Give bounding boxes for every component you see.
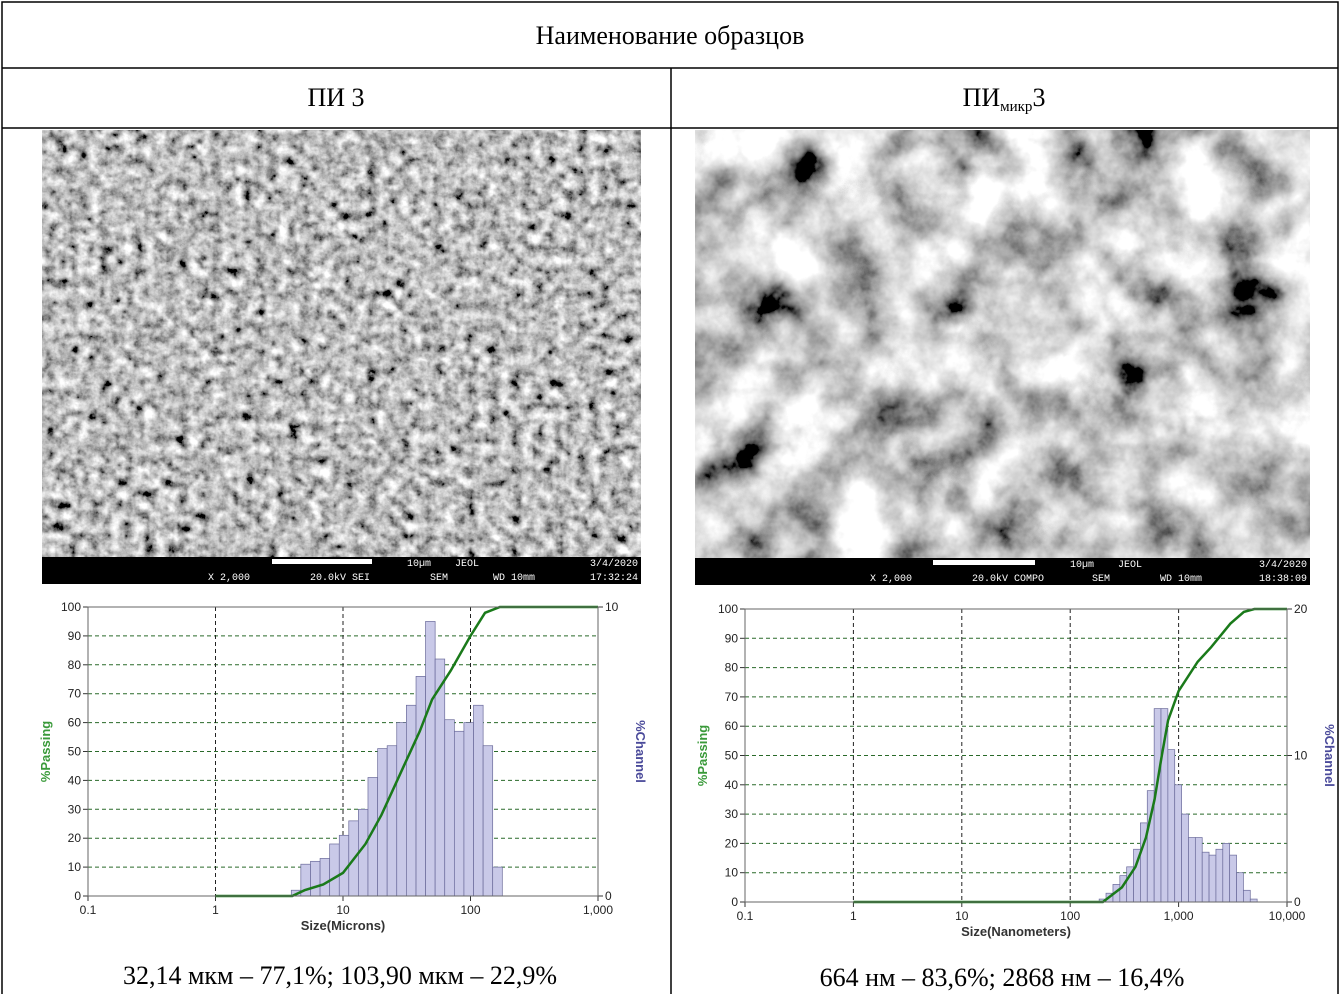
y-tick-label: 10 <box>68 860 82 874</box>
y2-axis-label: %Channel <box>1322 724 1337 787</box>
y2-tick-label: 10 <box>605 600 619 614</box>
sem-label: 18:38:09 <box>1259 574 1307 585</box>
sem-label: 20.0kV COMPO <box>972 573 1044 585</box>
y-tick-label: 60 <box>68 716 82 730</box>
bar <box>1182 814 1189 902</box>
x-tick-label: 10,000 <box>1269 909 1306 923</box>
x-axis-label: Size(Microns) <box>301 918 386 933</box>
y-tick-label: 100 <box>61 600 81 614</box>
bar <box>397 723 407 896</box>
y-tick-label: 40 <box>68 773 82 787</box>
table-title: Наименование образцов <box>536 21 805 50</box>
bar <box>1168 750 1175 902</box>
sem-label: 3/4/2020 <box>1259 559 1307 571</box>
bar <box>464 723 474 896</box>
bar <box>454 731 464 896</box>
column-header: ПИмикр3 <box>963 83 1046 115</box>
bar <box>1154 709 1161 902</box>
bar <box>483 746 493 896</box>
bar <box>1209 855 1216 902</box>
y-tick-label: 40 <box>725 778 739 792</box>
bar <box>406 705 416 896</box>
bar <box>378 749 388 896</box>
bar <box>1216 849 1223 902</box>
y-tick-label: 50 <box>68 745 82 759</box>
y-tick-label: 30 <box>68 802 82 816</box>
column-suffix: 3 <box>1032 83 1045 112</box>
column-name: ПИ <box>963 83 1001 112</box>
y2-tick-label: 10 <box>1294 749 1308 763</box>
x-tick-label: 10 <box>955 909 969 923</box>
sem-label: X 2,000 <box>208 573 250 584</box>
y2-tick-label: 20 <box>1294 602 1308 616</box>
y-tick-label: 60 <box>725 719 739 733</box>
bar <box>320 858 330 896</box>
y-axis-label: %Passing <box>38 721 53 782</box>
caption: 32,14 мкм – 77,1%; 103,90 мкм – 22,9% <box>123 961 557 990</box>
sem-label: JEOL <box>455 559 479 570</box>
y-tick-label: 100 <box>718 602 738 616</box>
x-tick-label: 10 <box>336 903 350 917</box>
x-tick-label: 1 <box>212 903 219 917</box>
sem-image: 10µm JEOL 3/4/2020 X 2,000 20.0kV COMPO … <box>695 130 1310 585</box>
bar <box>493 867 503 896</box>
sem-label: 20.0kV SEI <box>310 572 370 584</box>
bar <box>387 746 397 896</box>
bar <box>1188 838 1195 902</box>
y-tick-label: 0 <box>74 889 81 903</box>
bar <box>1243 890 1250 902</box>
bar <box>310 861 320 896</box>
x-tick-label: 100 <box>460 903 480 917</box>
y-tick-label: 50 <box>725 749 739 763</box>
y-tick-label: 80 <box>68 658 82 672</box>
y-tick-label: 30 <box>725 807 739 821</box>
column-header: ПИ 3 <box>307 83 364 112</box>
bar <box>1230 855 1237 902</box>
bar <box>426 621 436 896</box>
y-axis-label: %Passing <box>695 725 710 786</box>
x-tick-label: 1 <box>850 909 857 923</box>
document: Наименование образцов ПИ 3 ПИмикр3 10µm … <box>0 0 1340 994</box>
sem-label: WD 10mm <box>493 573 535 584</box>
x-axis-label: Size(Nanometers) <box>961 924 1071 939</box>
sem-label: X 2,000 <box>870 574 912 585</box>
bar <box>1175 785 1182 902</box>
y2-tick-label: 0 <box>1294 895 1301 909</box>
sem-label: WD 10mm <box>1160 574 1202 585</box>
y-tick-label: 20 <box>68 831 82 845</box>
y-tick-label: 20 <box>725 836 739 850</box>
x-tick-label: 1,000 <box>1164 909 1194 923</box>
sem-label: 3/4/2020 <box>590 558 638 570</box>
sem-label: 17:32:24 <box>590 573 638 584</box>
y-tick-label: 90 <box>68 629 82 643</box>
bar <box>1223 843 1230 902</box>
bar <box>1237 873 1244 902</box>
sem-label: SEM <box>430 573 448 584</box>
y-tick-label: 80 <box>725 661 739 675</box>
y2-tick-label: 0 <box>605 889 612 903</box>
caption: 664 нм – 83,6%; 2868 нм – 16,4% <box>820 963 1185 992</box>
y-tick-label: 70 <box>725 690 739 704</box>
bar <box>1195 838 1202 902</box>
bar <box>474 705 484 896</box>
x-tick-label: 1,000 <box>583 903 613 917</box>
sem-label: 10µm <box>1070 560 1094 571</box>
bar <box>1202 852 1209 902</box>
x-tick-label: 0.1 <box>737 909 754 923</box>
y-tick-label: 10 <box>725 866 739 880</box>
y-tick-label: 90 <box>725 631 739 645</box>
bar <box>445 720 455 896</box>
sem-label: 10µm <box>407 559 431 570</box>
column-subscript: микр <box>1000 99 1032 115</box>
x-tick-label: 100 <box>1060 909 1080 923</box>
x-tick-label: 0.1 <box>80 903 97 917</box>
y-tick-label: 70 <box>68 687 82 701</box>
y2-axis-label: %Channel <box>633 720 648 783</box>
sem-label: JEOL <box>1118 560 1142 571</box>
sem-image: 10µm JEOL 3/4/2020 X 2,000 20.0kV SEI SE… <box>42 130 641 584</box>
sem-label: SEM <box>1092 574 1110 585</box>
bar <box>330 844 340 896</box>
bar <box>416 676 426 896</box>
y-tick-label: 0 <box>731 895 738 909</box>
